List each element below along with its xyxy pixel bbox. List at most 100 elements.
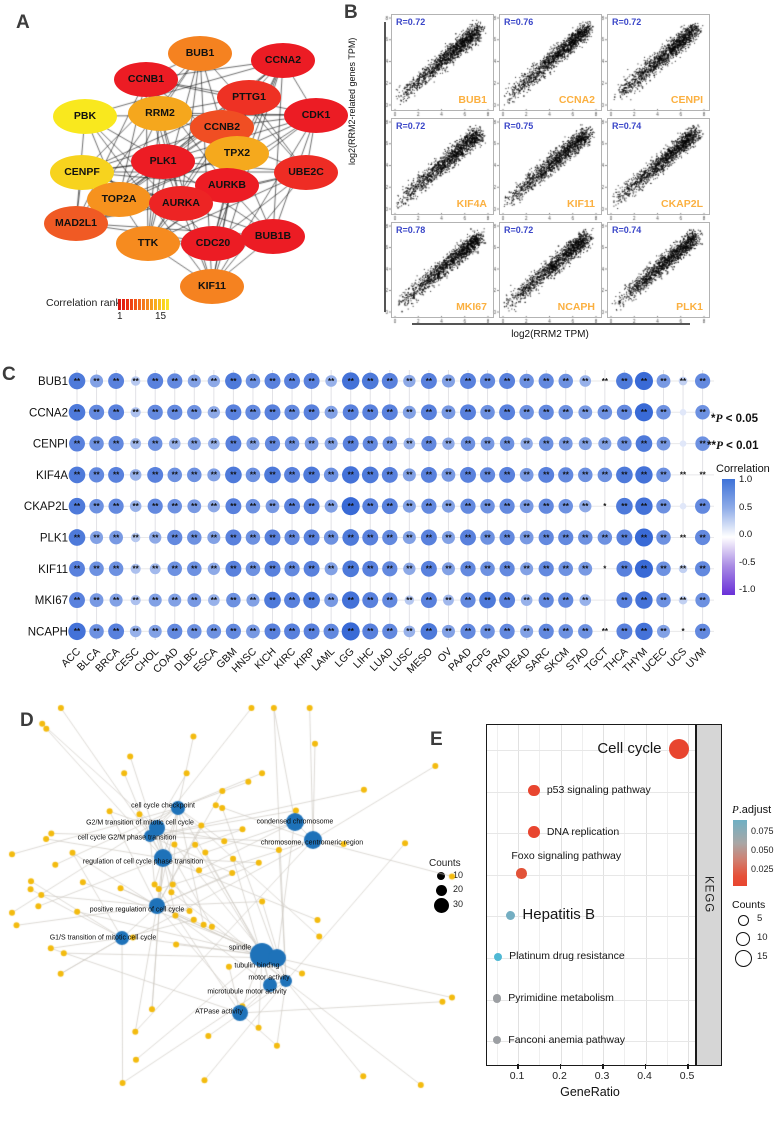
corr-bubble-KIF4A-OV [441, 468, 456, 482]
corr-bubble-PLK1-KIRP [303, 529, 320, 546]
sig-stars: ** [230, 471, 237, 480]
corr-bubble-BUB1-LUAD [381, 373, 398, 389]
sig-stars: ** [211, 533, 218, 542]
x-tickmark [687, 1064, 689, 1069]
corr-bubble-KIF11-COAD [167, 561, 182, 577]
sig-stars: ** [367, 596, 374, 605]
corr-bubble-CKAP2L-BLCA [89, 498, 104, 514]
corr-bubble-CCNA2-KIRP [303, 404, 320, 421]
corr-bubble-CKAP2L-OV [441, 499, 455, 513]
corr-bubble-KIF11-HNSC [245, 561, 261, 577]
sig-stars: ** [445, 565, 452, 574]
corr-bubble-KIF11-UCEC [656, 561, 671, 577]
sig-stars: ** [328, 439, 335, 448]
corr-bubble-CENPI-KIRC [284, 436, 300, 451]
sig-stars: ** [406, 502, 413, 511]
sig-stars: ** [563, 596, 570, 605]
corr-bubble-KIF4A-READ [519, 468, 534, 482]
scatter-frame-plk1 [607, 222, 710, 318]
correlation-tick-0.5: 0.5 [739, 501, 753, 513]
corr-bubble-KIF11-KIRC [284, 561, 300, 577]
sig-stars: ** [348, 627, 355, 636]
sig-stars: ** [113, 439, 120, 448]
significance-legend-p05: *P < 0.05 [711, 413, 759, 425]
corr-bubble-MKI67-UVM [695, 592, 710, 608]
sig-stars: ** [445, 377, 452, 386]
r-value-label: R=0.76 [504, 17, 534, 27]
sig-stars: ** [387, 627, 394, 636]
corr-bubble-MKI67-LIHC [362, 592, 379, 609]
sig-stars: ** [699, 533, 706, 542]
sig-stars: ** [504, 596, 511, 605]
padjust-tick-0.025: 0.025 [751, 864, 774, 874]
sig-stars: ** [465, 565, 472, 574]
corr-bubble-MKI67-STAD [579, 594, 592, 606]
sig-stars: ** [191, 502, 198, 511]
corr-bubble-CKAP2L-UCS [679, 502, 687, 510]
sig-stars: ** [367, 439, 374, 448]
corr-bubble-MKI67-HNSC [246, 593, 260, 607]
corr-bubble-MKI67-CHOL [148, 593, 162, 607]
sig-stars: ** [641, 596, 648, 605]
corr-bubble-KIF4A-THYM [635, 466, 653, 484]
sig-stars: ** [328, 596, 335, 605]
corr-bubble-CKAP2L-PAAD [460, 498, 476, 514]
sig-stars: ** [465, 596, 472, 605]
corr-bubble-CCNA2-GBM [225, 404, 242, 421]
corr-bubble-PLK1-STAD [578, 530, 593, 545]
corr-bubble-PLK1-KICH [264, 529, 281, 546]
sig-stars: ** [582, 502, 589, 511]
sig-stars: ** [211, 408, 218, 417]
sig-stars: ** [113, 471, 120, 480]
sig-stars: ** [621, 596, 628, 605]
sig-stars: ** [289, 439, 296, 448]
correlation-rank-legend-title: Correlation rank [46, 297, 121, 309]
col-label-kirc: KIRC [272, 645, 299, 672]
sig-stars: ** [191, 565, 198, 574]
sig-stars: ** [465, 502, 472, 511]
pathway-dot-cell-cycle [668, 739, 689, 759]
gene-node-bub1: BUB1 [168, 35, 232, 71]
sig-stars: ** [660, 377, 667, 386]
gene-node-kif11: KIF11 [180, 268, 244, 304]
corr-bubble-CKAP2L-SKCM [558, 498, 573, 514]
corr-bubble-MKI67-PCPG [479, 591, 496, 609]
corr-bubble-KIF11-PCPG [480, 561, 495, 577]
corr-bubble-CKAP2L-PRAD [499, 498, 515, 514]
sig-stars: ** [426, 439, 433, 448]
counts-label-15: 15 [757, 951, 768, 962]
correlation-tick--0.5: -0.5 [739, 556, 756, 568]
corr-bubble-CKAP2L-COAD [167, 498, 182, 514]
sig-stars: ** [133, 408, 140, 417]
sig-stars: ** [660, 439, 667, 448]
sig-stars: ** [387, 596, 394, 605]
corr-bubble-CCNA2-CHOL [147, 404, 163, 420]
sig-stars: ** [602, 439, 609, 448]
corr-bubble-CCNA2-UVM [695, 405, 710, 420]
gridline-v [496, 725, 498, 1065]
pathway-label: Hepatitis B [522, 906, 595, 924]
corr-bubble-PLK1-ESCA [207, 530, 221, 545]
sig-stars: ** [308, 439, 315, 448]
scatter-frame-mki67 [391, 222, 494, 318]
panel-b-x-axis-line [412, 323, 690, 325]
gene-node-aurka: AURKA [149, 185, 213, 221]
go-term-label: regulation of cell cycle phase transitio… [82, 858, 204, 866]
sig-stars: ** [113, 377, 120, 386]
sig-stars: ** [426, 377, 433, 386]
gene-node-mad2l1: MAD2L1 [44, 205, 108, 241]
r-value-label: R=0.72 [504, 225, 534, 235]
corr-bubble-CCNA2-ESCA [207, 406, 221, 419]
sig-stars: ** [74, 408, 81, 417]
corr-bubble-CCNA2-BRCA [108, 404, 125, 421]
sig-stars: ** [563, 533, 570, 542]
sig-stars: ** [74, 471, 81, 480]
sig-stars: ** [524, 627, 531, 636]
sig-stars: ** [250, 627, 257, 636]
corr-bubble-CKAP2L-THYM [635, 497, 653, 515]
sig-stars: ** [250, 377, 257, 386]
corr-bubble-CENPI-TGCT [598, 437, 612, 451]
x-tickmark [559, 1064, 561, 1069]
panel-d-counts-legend-title: Counts [429, 858, 461, 869]
